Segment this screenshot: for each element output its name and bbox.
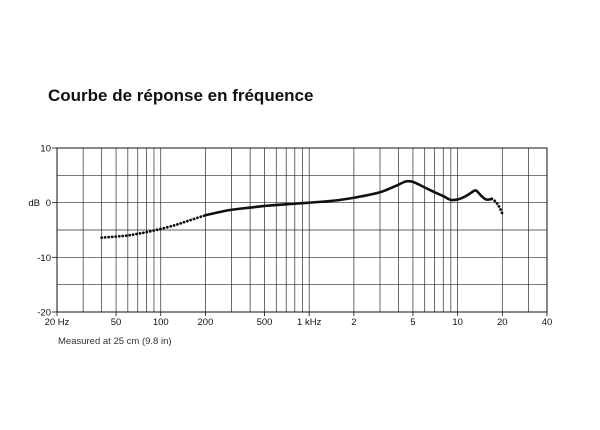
x-tick-label: 200: [198, 317, 214, 328]
response-curve: [100, 179, 504, 240]
response-curve-dotted-segment-1: [100, 213, 207, 240]
x-tick-label: 20 Hz: [45, 317, 70, 328]
axis-ticks: [52, 147, 548, 316]
response-curve-solid-segment-2: [204, 179, 494, 217]
plot-frame: [56, 147, 548, 313]
x-tick-label: 500: [257, 317, 273, 328]
x-tick-label: 100: [153, 317, 169, 328]
x-tick-label: 50: [111, 317, 122, 328]
x-tick-label: 10: [452, 317, 463, 328]
y-axis-label: dB: [28, 198, 40, 209]
x-tick-label: 2: [351, 317, 356, 328]
x-tick-label: 20: [497, 317, 508, 328]
x-tick-label: 40: [542, 317, 553, 328]
x-tick-label: 5: [410, 317, 415, 328]
chart-title: Courbe de réponse en fréquence: [48, 86, 314, 105]
y-tick-label: -20: [37, 308, 51, 319]
grid: [56, 147, 548, 313]
response-curve-dotted-segment-3: [490, 197, 504, 215]
measurement-note: Measured at 25 cm (9.8 in): [58, 336, 172, 347]
y-tick-label: 0: [46, 198, 51, 209]
x-tick-label: 1 kHz: [297, 317, 322, 328]
y-tick-label: 10: [40, 144, 51, 155]
y-tick-label: -10: [37, 253, 51, 264]
